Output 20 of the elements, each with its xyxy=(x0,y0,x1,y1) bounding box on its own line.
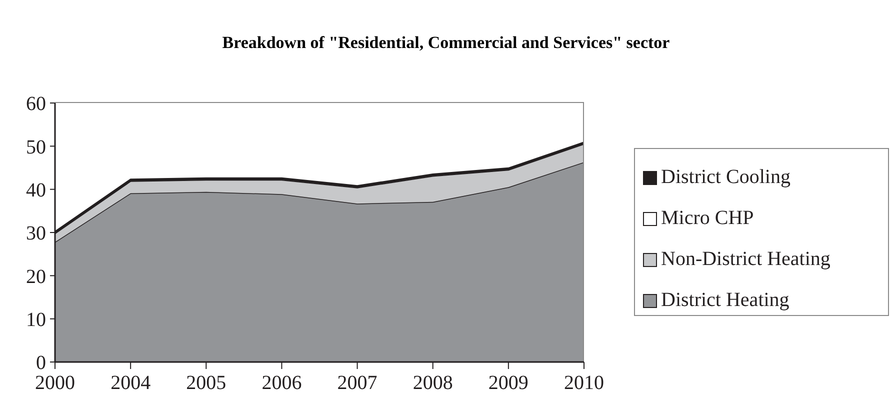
x-tick-label: 2004 xyxy=(110,372,151,394)
y-tick-label: 60 xyxy=(26,93,46,116)
legend-label: District Heating xyxy=(661,289,790,312)
legend-label: District Cooling xyxy=(661,166,790,189)
y-tick-label: 50 xyxy=(26,136,46,158)
legend-label: Micro CHP xyxy=(661,207,754,230)
y-tick-label: 0 xyxy=(36,352,46,374)
legend-label: Non-District Heating xyxy=(661,248,830,271)
chart-title: Breakdown of "Residential, Commercial and Services" sector xyxy=(221,33,671,53)
y-tick-label: 30 xyxy=(26,222,46,245)
y-tick-label: 20 xyxy=(26,266,46,288)
x-tick-label: 2008 xyxy=(412,372,453,394)
y-tick-label: 40 xyxy=(26,179,46,202)
x-tick-label: 2007 xyxy=(337,372,378,394)
x-tick-label: 2010 xyxy=(564,372,604,394)
x-tick-label: 2000 xyxy=(35,372,75,394)
y-tick-label: 10 xyxy=(26,308,46,331)
x-tick-label: 2006 xyxy=(262,372,302,394)
x-tick-label: 2009 xyxy=(488,372,528,394)
x-tick-label: 2005 xyxy=(186,372,226,394)
